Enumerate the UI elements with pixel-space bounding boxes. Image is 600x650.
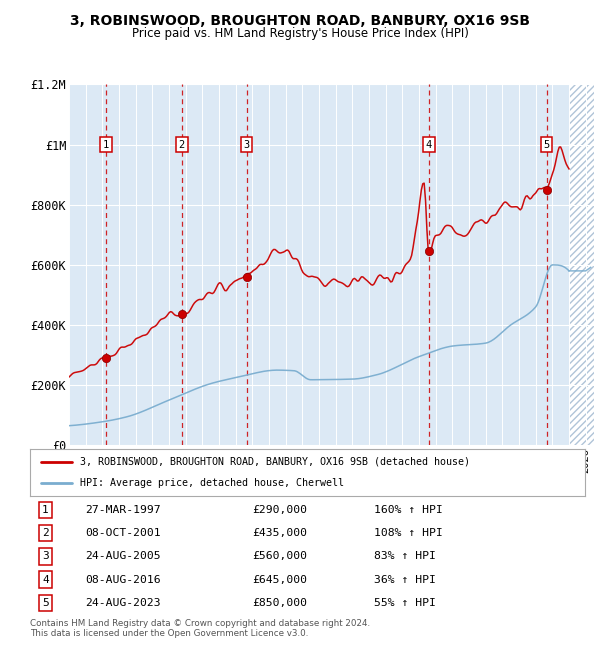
Text: 24-AUG-2005: 24-AUG-2005 — [86, 551, 161, 562]
Text: 27-MAR-1997: 27-MAR-1997 — [86, 505, 161, 515]
Text: 2: 2 — [179, 140, 185, 150]
Text: 08-AUG-2016: 08-AUG-2016 — [86, 575, 161, 584]
Text: £850,000: £850,000 — [252, 598, 307, 608]
Text: 3, ROBINSWOOD, BROUGHTON ROAD, BANBURY, OX16 9SB (detached house): 3, ROBINSWOOD, BROUGHTON ROAD, BANBURY, … — [80, 457, 470, 467]
Text: 36% ↑ HPI: 36% ↑ HPI — [374, 575, 436, 584]
Bar — [569, 84, 594, 445]
Text: £645,000: £645,000 — [252, 575, 307, 584]
Text: 2: 2 — [42, 528, 49, 538]
Text: 1: 1 — [103, 140, 109, 150]
Text: 3: 3 — [244, 140, 250, 150]
Text: HPI: Average price, detached house, Cherwell: HPI: Average price, detached house, Cher… — [80, 478, 344, 488]
Text: 08-OCT-2001: 08-OCT-2001 — [86, 528, 161, 538]
Text: £435,000: £435,000 — [252, 528, 307, 538]
Text: 4: 4 — [42, 575, 49, 584]
Text: 3: 3 — [42, 551, 49, 562]
Text: 83% ↑ HPI: 83% ↑ HPI — [374, 551, 436, 562]
Text: 4: 4 — [426, 140, 432, 150]
Text: 160% ↑ HPI: 160% ↑ HPI — [374, 505, 443, 515]
Text: 3, ROBINSWOOD, BROUGHTON ROAD, BANBURY, OX16 9SB: 3, ROBINSWOOD, BROUGHTON ROAD, BANBURY, … — [70, 14, 530, 29]
Text: 24-AUG-2023: 24-AUG-2023 — [86, 598, 161, 608]
Text: £290,000: £290,000 — [252, 505, 307, 515]
Text: 5: 5 — [544, 140, 550, 150]
Text: 1: 1 — [42, 505, 49, 515]
Text: Contains HM Land Registry data © Crown copyright and database right 2024.
This d: Contains HM Land Registry data © Crown c… — [30, 619, 370, 638]
Text: £560,000: £560,000 — [252, 551, 307, 562]
Text: Price paid vs. HM Land Registry's House Price Index (HPI): Price paid vs. HM Land Registry's House … — [131, 27, 469, 40]
Text: 55% ↑ HPI: 55% ↑ HPI — [374, 598, 436, 608]
Text: 108% ↑ HPI: 108% ↑ HPI — [374, 528, 443, 538]
Text: 5: 5 — [42, 598, 49, 608]
